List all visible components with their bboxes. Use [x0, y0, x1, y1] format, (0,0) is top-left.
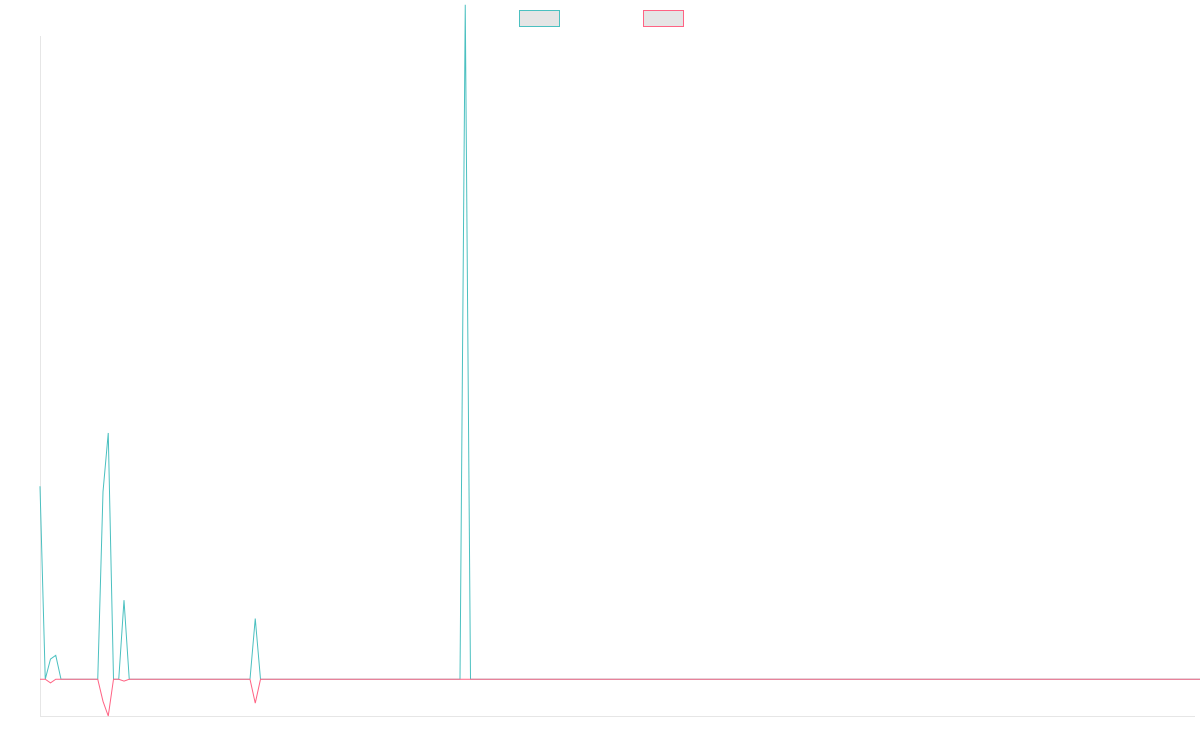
series-line-1	[39, 4, 1200, 680]
series-line-2	[40, 678, 1200, 717]
series-layer	[39, 4, 1200, 717]
legend-swatch-1[interactable]	[519, 10, 560, 27]
legend[interactable]	[519, 10, 684, 27]
legend-swatch-2[interactable]	[643, 10, 684, 27]
chart-axes	[40, 36, 1195, 717]
